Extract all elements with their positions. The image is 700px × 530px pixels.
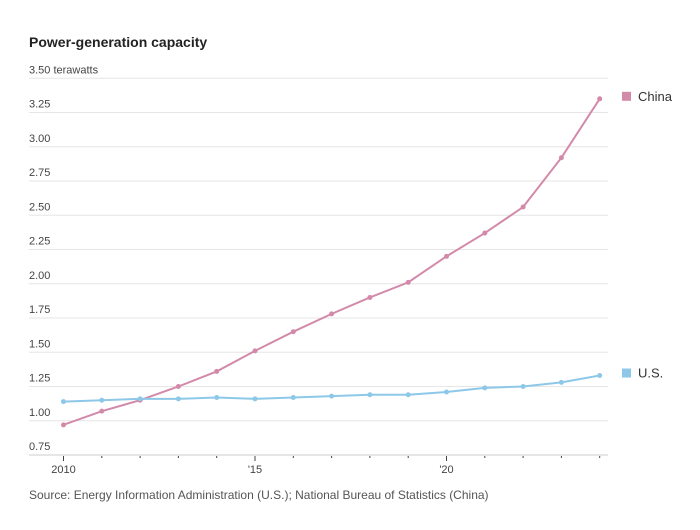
data-point — [290, 329, 296, 335]
data-point — [137, 396, 143, 402]
legend-swatch — [622, 368, 631, 378]
chart-title: Power-generation capacity — [29, 34, 208, 50]
y-tick-label: 3.25 — [29, 99, 50, 111]
y-tick-label: 1.75 — [29, 304, 50, 316]
y-tick-label: 2.75 — [29, 167, 50, 179]
y-tick-label: 1.25 — [29, 373, 50, 385]
y-tick-label: 2.25 — [29, 236, 50, 248]
x-tick-label: '15 — [248, 464, 262, 476]
y-tick-label: 2.00 — [29, 270, 50, 282]
data-point — [99, 397, 105, 403]
data-point — [558, 379, 564, 385]
source-note: Source: Energy Information Administratio… — [29, 488, 489, 502]
data-point — [61, 399, 66, 405]
data-point — [99, 408, 105, 414]
data-point — [520, 204, 526, 210]
data-point — [214, 368, 220, 374]
series-line-china — [63, 98, 601, 426]
data-point — [597, 96, 603, 102]
y-tick-label: 1.50 — [29, 338, 50, 350]
data-point — [482, 385, 488, 391]
data-point — [520, 384, 526, 389]
data-point — [444, 253, 449, 259]
data-point — [482, 230, 488, 236]
y-tick-label: 0.75 — [29, 441, 50, 453]
legend-label: China — [638, 89, 673, 104]
y-tick-label: 3.50 terawatts — [29, 64, 99, 76]
data-point — [444, 389, 449, 395]
data-point — [214, 394, 220, 400]
data-point — [367, 392, 373, 398]
y-tick-label: 1.00 — [29, 407, 50, 419]
data-point — [367, 294, 373, 300]
data-point — [175, 396, 181, 402]
y-tick-label: 2.50 — [29, 201, 50, 213]
data-point — [61, 422, 66, 428]
data-point — [558, 155, 564, 161]
x-tick-label: 2010 — [51, 464, 75, 476]
data-point — [329, 311, 335, 317]
data-point — [329, 393, 335, 399]
data-point — [290, 394, 296, 400]
y-tick-label: 3.00 — [29, 133, 50, 145]
data-point — [252, 348, 258, 354]
data-point — [252, 396, 258, 402]
data-point — [175, 384, 181, 389]
data-point — [597, 373, 603, 379]
x-tick-label: '20 — [439, 464, 453, 476]
legend-label: U.S. — [638, 366, 663, 381]
data-point — [405, 392, 411, 398]
data-point — [405, 279, 411, 285]
legend-swatch — [622, 91, 631, 101]
